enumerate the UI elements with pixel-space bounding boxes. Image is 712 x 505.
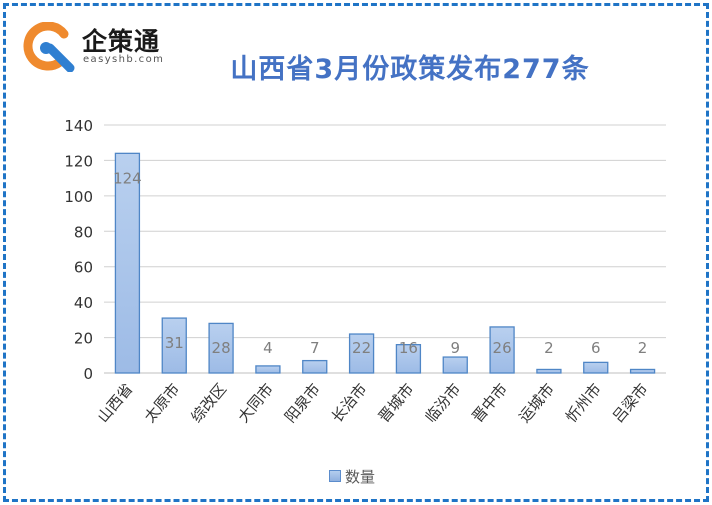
bar <box>302 359 328 374</box>
x-tick-label: 运城市 <box>515 380 558 426</box>
data-label: 26 <box>493 339 512 357</box>
data-label: 28 <box>212 339 231 357</box>
x-tick-label: 阳泉市 <box>281 380 324 426</box>
x-tick-label: 大同市 <box>234 380 277 426</box>
data-label: 7 <box>310 339 320 357</box>
brand-logo: 企策通 easyshb.com <box>20 20 190 72</box>
data-label: 2 <box>544 339 554 357</box>
bar <box>536 368 562 374</box>
bar <box>395 344 422 374</box>
x-tick-label: 临汾市 <box>422 380 465 426</box>
x-tick-label: 忻州市 <box>562 380 605 426</box>
data-label: 9 <box>450 339 460 357</box>
bar <box>255 365 281 374</box>
y-tick-label: 100 <box>64 188 93 206</box>
data-label: 4 <box>263 339 273 357</box>
data-label: 2 <box>638 339 648 357</box>
data-label: 22 <box>352 339 371 357</box>
bar <box>348 333 375 374</box>
data-label: 31 <box>165 334 184 352</box>
bar <box>161 317 187 374</box>
y-tick-label: 80 <box>74 223 93 241</box>
y-tick-label: 140 <box>64 117 93 135</box>
data-label: 6 <box>591 339 601 357</box>
x-tick-label: 综改区 <box>187 380 230 426</box>
bar <box>583 361 609 374</box>
chart-title: 山西省3月份政策发布277条 <box>230 54 590 85</box>
y-tick-label: 20 <box>74 330 93 348</box>
x-tick-label: 晋中市 <box>468 380 511 426</box>
legend-swatch <box>329 470 341 482</box>
legend-label: 数量 <box>345 468 376 486</box>
brand-name: 企策通 <box>82 27 161 56</box>
x-tick-label: 晋城市 <box>375 380 418 426</box>
q-logo-icon <box>23 22 75 72</box>
x-tick-label: 吕梁市 <box>609 380 652 426</box>
y-tick-label: 120 <box>64 152 93 170</box>
y-tick-label: 40 <box>74 294 93 312</box>
y-tick-label: 0 <box>83 365 93 383</box>
bar <box>114 152 141 374</box>
x-tick-label: 太原市 <box>141 380 184 426</box>
bar <box>629 368 656 374</box>
brand-domain: easyshb.com <box>83 54 165 65</box>
data-label: 16 <box>399 339 418 357</box>
x-tick-label: 长治市 <box>328 380 371 426</box>
x-tick-label: 山西省 <box>94 380 137 426</box>
y-tick-label: 60 <box>74 259 93 277</box>
data-label: 124 <box>113 169 142 187</box>
bar <box>208 322 234 374</box>
bar <box>442 356 468 374</box>
bar <box>489 326 515 374</box>
